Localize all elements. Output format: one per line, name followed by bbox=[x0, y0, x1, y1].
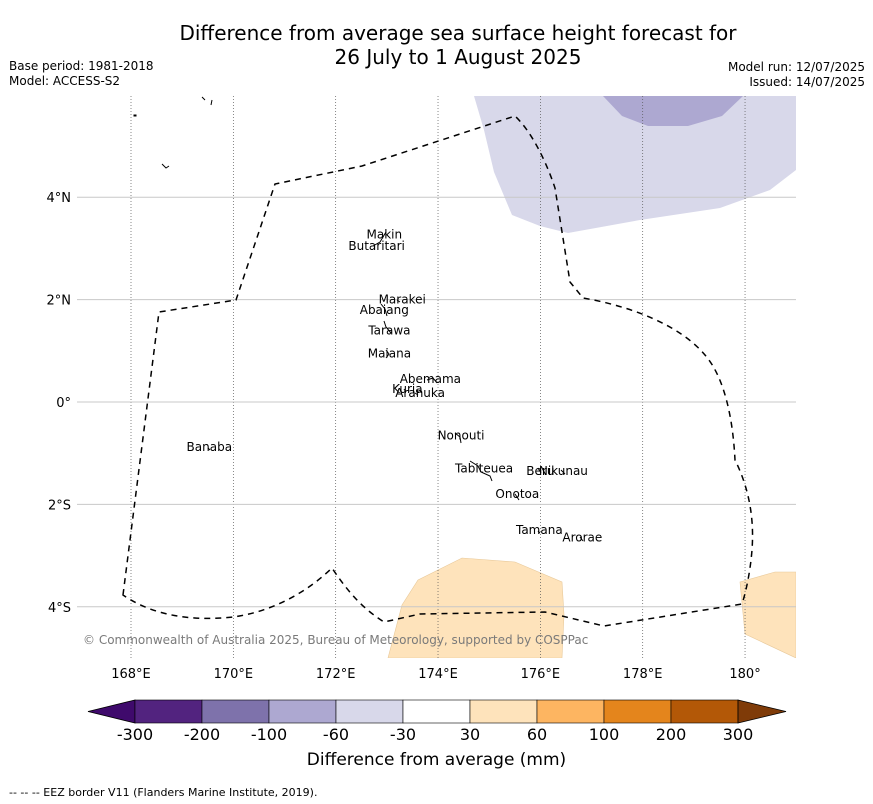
island-outline bbox=[201, 96, 213, 106]
island-outline bbox=[161, 163, 170, 169]
longitude-label: 180° bbox=[729, 667, 760, 682]
colorbar-tick-label: 200 bbox=[656, 725, 687, 744]
island-outline bbox=[560, 469, 566, 475]
anomaly-region-negative-medium bbox=[603, 96, 743, 126]
latitude-label: 2°N bbox=[47, 294, 72, 309]
island-outline bbox=[383, 320, 392, 334]
longitude-label: 168°E bbox=[111, 667, 151, 682]
colorbar-bin bbox=[268, 699, 337, 724]
eez-border bbox=[122, 115, 754, 627]
latitude-label: 4°N bbox=[47, 191, 72, 206]
island-outline bbox=[469, 460, 493, 482]
colorbar-bin bbox=[335, 699, 404, 724]
colorbar-tick-label: 100 bbox=[589, 725, 620, 744]
title-line-2: 26 July to 1 August 2025 bbox=[334, 45, 582, 69]
longitude-label: 178°E bbox=[623, 667, 663, 682]
issued-date: Issued: 14/07/2025 bbox=[749, 75, 865, 89]
island-outline bbox=[396, 299, 401, 303]
colorbar-bin bbox=[670, 699, 739, 724]
island-label: Makin bbox=[366, 228, 402, 242]
anomaly-layer bbox=[387, 96, 796, 658]
colorbar-bin bbox=[469, 699, 538, 724]
colorbar-tick-label: 300 bbox=[723, 725, 754, 744]
colorbar-tick-label: 30 bbox=[460, 725, 480, 744]
run-info: Model run: 12/07/2025 Issued: 14/07/2025 bbox=[728, 60, 865, 90]
title-line-1: Difference from average sea surface heig… bbox=[179, 21, 737, 45]
longitude-label: 174°E bbox=[418, 667, 458, 682]
island-label: Arorae bbox=[562, 531, 602, 545]
copyright-notice: © Commonwealth of Australia 2025, Bureau… bbox=[83, 633, 588, 647]
island-label: Tamana bbox=[515, 523, 563, 537]
island-outline bbox=[454, 432, 462, 444]
island-label: Tabiteuea bbox=[454, 462, 513, 476]
colorbar-tick-label: -300 bbox=[117, 725, 153, 744]
island-markers bbox=[133, 96, 584, 542]
colorbar-tick-label: -100 bbox=[251, 725, 287, 744]
model-info: Base period: 1981-2018 Model: ACCESS-S2 bbox=[9, 59, 154, 89]
anomaly-region-negative-small bbox=[474, 96, 796, 233]
colorbar-tick-label: 60 bbox=[527, 725, 547, 744]
latitude-label: 0° bbox=[56, 396, 71, 411]
colorbar-bin bbox=[402, 699, 471, 724]
longitude-label: 170°E bbox=[214, 667, 254, 682]
eez-footnote: -- -- -- EEZ border V11 (Flanders Marine… bbox=[9, 786, 318, 799]
island-outline bbox=[537, 530, 541, 534]
longitude-label: 176°E bbox=[521, 667, 561, 682]
island-outline bbox=[207, 447, 211, 451]
model-name: Model: ACCESS-S2 bbox=[9, 74, 121, 88]
island-outline bbox=[514, 493, 520, 501]
latitude-label: 4°S bbox=[48, 601, 71, 616]
colorbar: -300 -200 -100 -60 -30 30 60 100 200 300 bbox=[87, 699, 787, 744]
island-outline bbox=[426, 377, 438, 384]
island-label: Abemama bbox=[400, 372, 461, 386]
longitude-label: 172°E bbox=[316, 667, 356, 682]
island-label: Kuria bbox=[392, 382, 423, 396]
colorbar-tick-label: -60 bbox=[323, 725, 349, 744]
colorbar-tick-label: -200 bbox=[184, 725, 220, 744]
map-title: Difference from average sea surface heig… bbox=[0, 21, 873, 69]
base-period: Base period: 1981-2018 bbox=[9, 59, 154, 73]
axis-labels: 168°E 170°E 172°E 174°E 176°E 178°E 180° 4°N 2°N… bbox=[47, 191, 761, 682]
latitude-label: 2°S bbox=[48, 498, 71, 513]
island-outline bbox=[385, 349, 390, 359]
island-outline bbox=[579, 536, 584, 542]
colorbar-tick-label: -30 bbox=[390, 725, 416, 744]
colorbar-bin bbox=[536, 699, 605, 724]
island-label: Aranuka bbox=[395, 386, 445, 400]
island-label: Nikunau bbox=[539, 464, 588, 478]
island-outline bbox=[537, 467, 542, 474]
island-label: Nonouti bbox=[438, 428, 485, 442]
colorbar-extend-high bbox=[737, 699, 787, 724]
island-label: Beru bbox=[526, 464, 554, 478]
island-outline bbox=[380, 303, 388, 317]
model-run: Model run: 12/07/2025 bbox=[727, 60, 865, 74]
island-outline bbox=[403, 388, 407, 393]
island-label: Abaiang bbox=[360, 303, 409, 317]
anomaly-region-positive-east bbox=[739, 571, 796, 658]
island-outline bbox=[133, 114, 137, 117]
island-label: Banaba bbox=[187, 440, 233, 454]
colorbar-bin bbox=[603, 699, 672, 724]
island-label: Marakei bbox=[379, 293, 426, 307]
island-label: Butaritari bbox=[348, 239, 405, 253]
colorbar-bin bbox=[134, 699, 203, 724]
island-label: Onotoa bbox=[495, 487, 539, 501]
colorbar-bin bbox=[201, 699, 270, 724]
island-label: Tarawa bbox=[367, 323, 410, 337]
colorbar-title: Difference from average (mm) bbox=[306, 750, 567, 770]
island-outline bbox=[414, 392, 419, 396]
gridlines bbox=[77, 96, 796, 658]
colorbar-extend-low bbox=[87, 699, 136, 724]
island-outline bbox=[372, 231, 387, 247]
anomaly-region-positive-south bbox=[387, 557, 565, 658]
island-label: Maiana bbox=[368, 346, 411, 360]
